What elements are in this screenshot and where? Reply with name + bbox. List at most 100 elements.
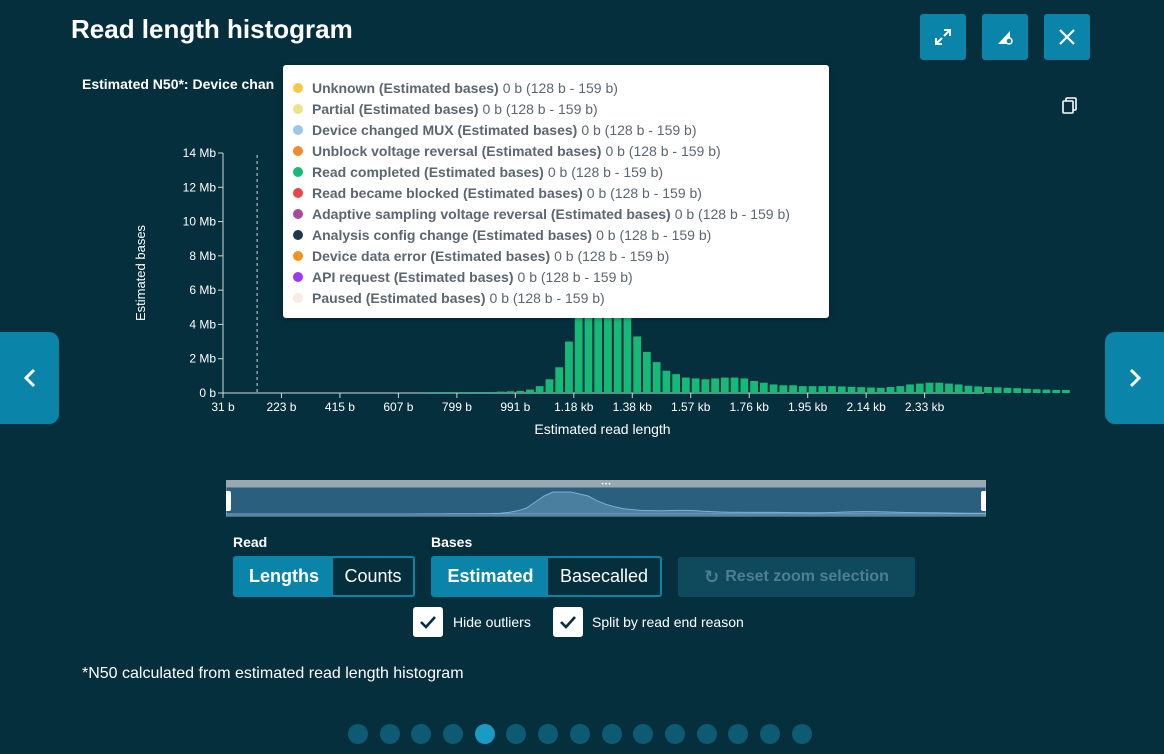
y-tick-label: 2 Mb [189,352,216,366]
brush-top-bar[interactable] [226,480,986,487]
histogram-bar [789,385,797,393]
pagination-dot[interactable] [538,724,559,744]
tooltip-series-value: 0 b (128 b - 159 b) [586,184,702,201]
y-tick-label: 6 Mb [189,283,216,297]
legend-dot [293,166,303,177]
histogram-bar [682,377,690,393]
histogram-bar [526,389,534,393]
histogram-bar [565,341,573,393]
brush-left-handle[interactable] [226,491,231,511]
legend-dot [293,229,303,240]
checkmark-icon [420,616,436,629]
tooltip-row: Unblock voltage reversal (Estimated base… [293,140,829,161]
pagination-dot[interactable] [601,724,622,744]
tooltip-series-value: 0 b (128 b - 159 b) [482,100,598,117]
histogram-bar [701,379,710,393]
histogram-bar [886,387,895,393]
basecalled-option[interactable]: Basecalled [559,566,649,586]
x-tick-label: 1.18 kb [554,400,594,414]
histogram-bar [857,387,866,393]
pagination-dot[interactable] [664,724,685,744]
histogram-bar [964,385,973,393]
tooltip-row: Device changed MUX (Estimated bases) 0 b … [293,119,829,140]
pagination-dot[interactable] [506,724,527,744]
tooltip-row: Device data error (Estimated bases) 0 b (… [293,245,829,266]
histogram-bar [954,384,963,393]
histogram-bar [584,298,593,393]
tooltip-series-name: Read became blocked (Estimated bases) [312,184,583,201]
x-tick-label: 1.95 kb [788,400,828,414]
lengths-option[interactable]: Lengths [235,558,333,595]
previous-chart-button[interactable] [0,332,59,424]
pagination-dot[interactable] [379,724,400,744]
histogram-bar [1032,389,1041,393]
histogram-bar [428,392,437,393]
pagination-dot[interactable] [348,724,368,744]
estimated-option[interactable]: Estimated [433,558,548,595]
expand-icon [935,29,951,45]
histogram-bar [691,378,700,393]
zoom-brush[interactable]: ••• [226,480,986,518]
read-group-label: Read [233,534,268,550]
histogram-bar [555,367,564,393]
histogram-bar [779,385,788,393]
tooltip-row: Read became blocked (Estimated bases) 0 b… [293,182,829,203]
histogram-bar [984,387,992,393]
chevron-left-icon [23,368,35,388]
next-chart-button[interactable] [1105,332,1164,424]
pagination-dot[interactable] [728,724,749,744]
expand-button[interactable] [920,14,966,60]
close-icon [1059,29,1075,45]
counts-option[interactable]: Counts [344,566,402,586]
histogram-bar [1052,389,1061,393]
bases-toggle: Estimated Basecalled [431,556,662,597]
hide-outliers-checkbox[interactable] [413,607,443,637]
pagination-dot[interactable] [696,724,717,744]
brush-right-handle[interactable] [981,491,986,511]
pagination-dot[interactable] [759,724,780,744]
close-button[interactable] [1044,14,1090,60]
histogram-bar [867,387,875,393]
histogram-bar [1023,388,1031,393]
histogram-bar [847,386,856,393]
histogram-bar [730,377,739,393]
y-tick-label: 14 Mb [183,146,217,160]
pagination-dot[interactable] [411,724,432,744]
histogram-bar [759,382,768,393]
pagination-dot[interactable] [791,724,812,744]
tooltip-series-value: 0 b (128 b - 159 b) [596,226,712,243]
histogram-bar [535,386,544,393]
x-tick-label: 2.14 kb [846,400,886,414]
tooltip-series-name: Unblock voltage reversal (Estimated base… [312,142,602,159]
tooltip-series-value: 0 b (128 b - 159 b) [547,163,664,180]
histogram-bar [1003,387,1012,393]
chart-pagination [348,724,823,744]
reset-zoom-button[interactable]: ↻ Reset zoom selection [678,557,915,597]
x-tick-label: 991 b [500,400,530,414]
chart-settings-button[interactable] [982,14,1028,60]
pagination-dot[interactable] [443,724,464,744]
histogram-bar [477,392,486,393]
y-tick-label: 10 Mb [183,215,217,229]
pagination-dot[interactable] [569,724,590,744]
x-tick-label: 607 b [383,400,413,414]
histogram-bar [467,392,476,393]
y-tick-label: 0 b [199,386,216,400]
copy-icon[interactable] [1061,97,1079,115]
chart-settings-icon [998,31,1013,45]
split-by-end-reason-checkbox[interactable] [553,607,583,637]
tooltip-row: Adaptive sampling voltage reversal (Esti… [293,203,829,224]
tooltip-series-value: 0 b (128 b - 159 b) [554,247,670,264]
histogram-bar [798,386,807,393]
histogram-bar [974,386,983,393]
histogram-bar [623,315,632,393]
histogram-bar [643,351,651,393]
histogram-bar [925,382,934,393]
tooltip-series-name: Unknown (Estimated bases) [312,79,499,96]
pagination-dot[interactable] [474,724,495,744]
tooltip-series-name: Paused (Estimated bases) [312,289,486,306]
refresh-icon: ↻ [704,566,720,587]
read-toggle: Lengths Counts [233,556,415,597]
pagination-dot[interactable] [633,724,654,744]
histogram-bar [574,315,583,393]
